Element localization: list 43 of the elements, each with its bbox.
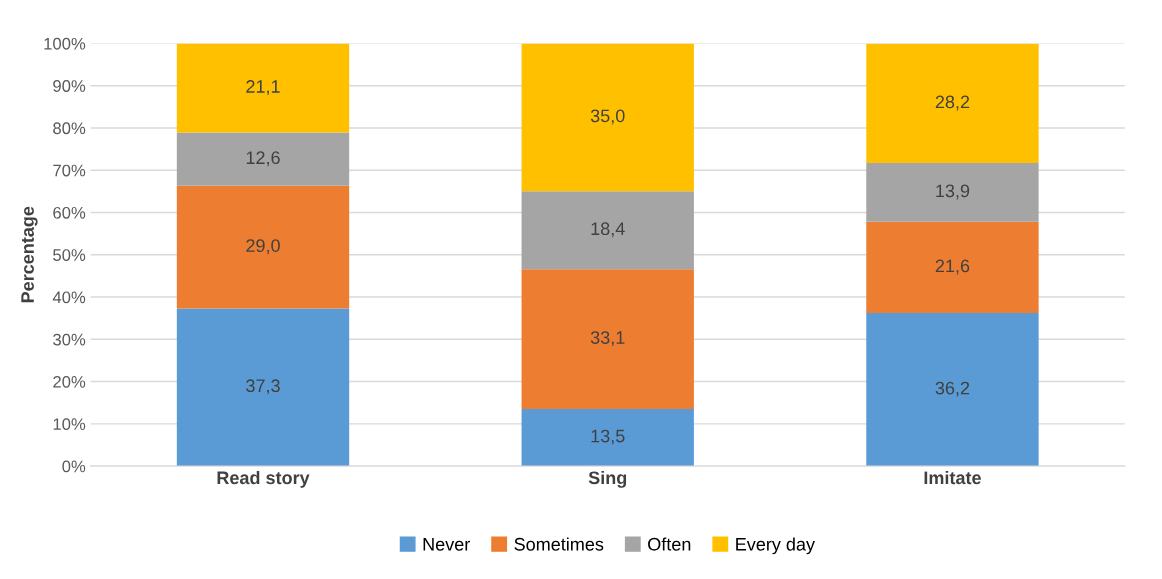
y-tick-label: 60% (53, 206, 86, 219)
data-label: 18,4 (591, 222, 625, 238)
data-label: 35,0 (590, 109, 625, 125)
legend-label: Sometimes (514, 537, 604, 551)
y-tick-label: 50% (53, 249, 86, 261)
y-tick-label: 40% (52, 291, 86, 304)
x-tick-label: Sing (588, 470, 627, 488)
bar (521, 191, 694, 270)
data-label: 29,0 (246, 239, 280, 255)
y-axis-title: Percentage (21, 206, 38, 303)
bar (521, 409, 694, 467)
y-tick-label: 90% (53, 80, 86, 92)
data-label: 13,9 (936, 184, 970, 200)
data-label: 21,1 (246, 80, 280, 95)
y-tick-label: 0% (62, 460, 86, 473)
bar (176, 185, 350, 309)
y-tick-label: 10% (53, 418, 86, 431)
data-label: 28,2 (935, 95, 970, 111)
data-label: 12,6 (246, 151, 280, 167)
legend-label: Often (648, 537, 691, 551)
bar (176, 43, 350, 133)
bar (866, 43, 1039, 164)
bar (866, 221, 1039, 314)
y-tick-label: 80% (53, 122, 86, 135)
bar (176, 308, 350, 467)
data-label: 21,6 (935, 259, 970, 275)
y-tick-label: 30% (53, 333, 86, 346)
data-label: 36,2 (935, 381, 970, 397)
data-label: 37,3 (246, 379, 280, 395)
y-tick-label: 70% (53, 164, 86, 177)
y-tick-label: 20% (53, 375, 86, 388)
bar (866, 313, 1039, 467)
bar (521, 269, 694, 410)
x-tick-label: Read story (217, 470, 310, 488)
legend-label: Never (423, 538, 470, 551)
y-tick-label: 100% (44, 37, 86, 50)
legend-label: Every day (736, 537, 815, 555)
data-label: 33,1 (590, 331, 625, 347)
bar (866, 163, 1039, 222)
x-tick-label: Imitate (924, 470, 981, 485)
bar (521, 43, 694, 192)
bar (176, 132, 350, 186)
data-label: 13,5 (591, 429, 625, 445)
